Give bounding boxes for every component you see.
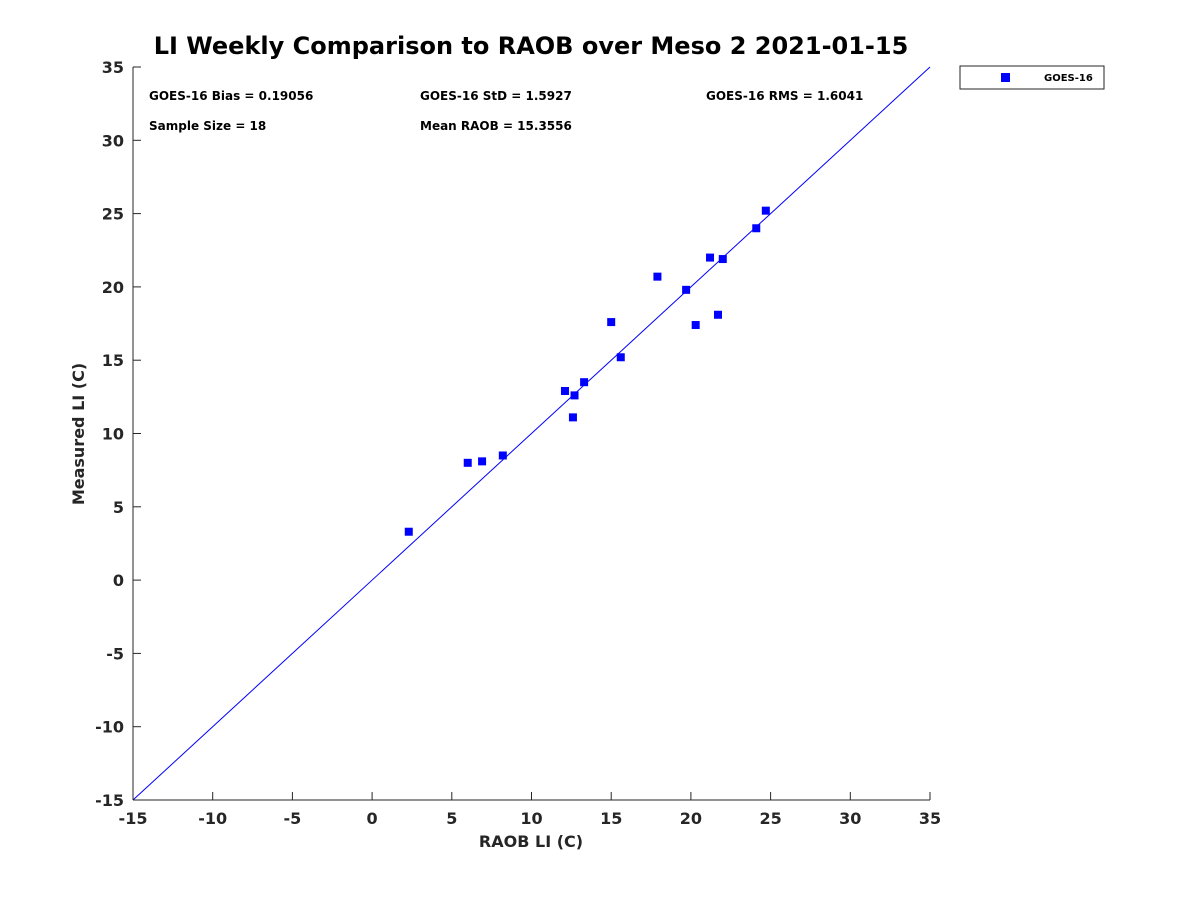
legend-label: GOES-16 (1044, 73, 1093, 84)
x-tick-label: 5 (446, 809, 457, 828)
data-point (560, 386, 569, 395)
legend-box (959, 65, 1105, 90)
y-tick-label: 10 (102, 425, 124, 444)
y-tick-label: 5 (113, 498, 124, 517)
x-tick-label: 10 (520, 809, 542, 828)
y-tick-label: 20 (102, 278, 124, 297)
data-point (478, 457, 487, 466)
y-tick-label: 0 (113, 571, 124, 590)
y-tick-label: 30 (102, 131, 124, 150)
x-tick-label: 20 (680, 809, 702, 828)
y-axis-label: Measured LI (C) (69, 363, 88, 505)
one-to-one-reference-line (132, 66, 931, 801)
y-tick-label: -5 (106, 644, 124, 663)
data-point (570, 391, 579, 400)
y-tick-label: -10 (95, 718, 124, 737)
data-point (653, 272, 662, 281)
bias-annotation: GOES-16 Bias = 0.19056 (149, 89, 313, 103)
data-point (463, 458, 472, 467)
x-tick-label: -15 (119, 809, 148, 828)
data-point (752, 224, 761, 233)
legend: GOES-16 (959, 65, 1105, 90)
data-point (713, 310, 722, 319)
chart-title: LI Weekly Comparison to RAOB over Meso 2… (154, 32, 909, 60)
data-point (568, 413, 577, 422)
legend-marker-square-icon (1001, 73, 1010, 82)
x-axis-label: RAOB LI (C) (479, 832, 583, 851)
x-tick-label: 15 (600, 809, 622, 828)
data-point (580, 378, 589, 387)
data-point (498, 451, 507, 460)
data-point (616, 353, 625, 362)
std-annotation: GOES-16 StD = 1.5927 (420, 89, 572, 103)
data-point (706, 253, 715, 262)
y-tick-label: 25 (102, 205, 124, 224)
x-tick-label: 25 (759, 809, 781, 828)
y-tick-label: 15 (102, 351, 124, 370)
y-tick-group: -15 -10 -5 0 5 10 15 20 25 30 35 (95, 58, 141, 810)
x-tick-label: -10 (198, 809, 227, 828)
x-tick-label: -5 (284, 809, 302, 828)
y-tick-label: -15 (95, 791, 124, 810)
x-tick-label: 35 (919, 809, 941, 828)
data-point (718, 255, 727, 264)
x-tick-label: 0 (367, 809, 378, 828)
data-points (404, 206, 770, 536)
x-tick-group: -15 -10 -5 0 5 10 15 20 25 30 35 (119, 792, 941, 828)
data-point (691, 321, 700, 330)
data-point (404, 527, 413, 536)
mean-raob-annotation: Mean RAOB = 15.3556 (420, 119, 572, 133)
sample-size-annotation: Sample Size = 18 (149, 119, 266, 133)
rms-annotation: GOES-16 RMS = 1.6041 (706, 89, 863, 103)
x-tick-label: 30 (839, 809, 861, 828)
data-point (761, 206, 770, 215)
data-point (682, 285, 691, 294)
y-tick-label: 35 (102, 58, 124, 77)
reference-line-layer (132, 66, 931, 801)
data-point (607, 318, 616, 327)
